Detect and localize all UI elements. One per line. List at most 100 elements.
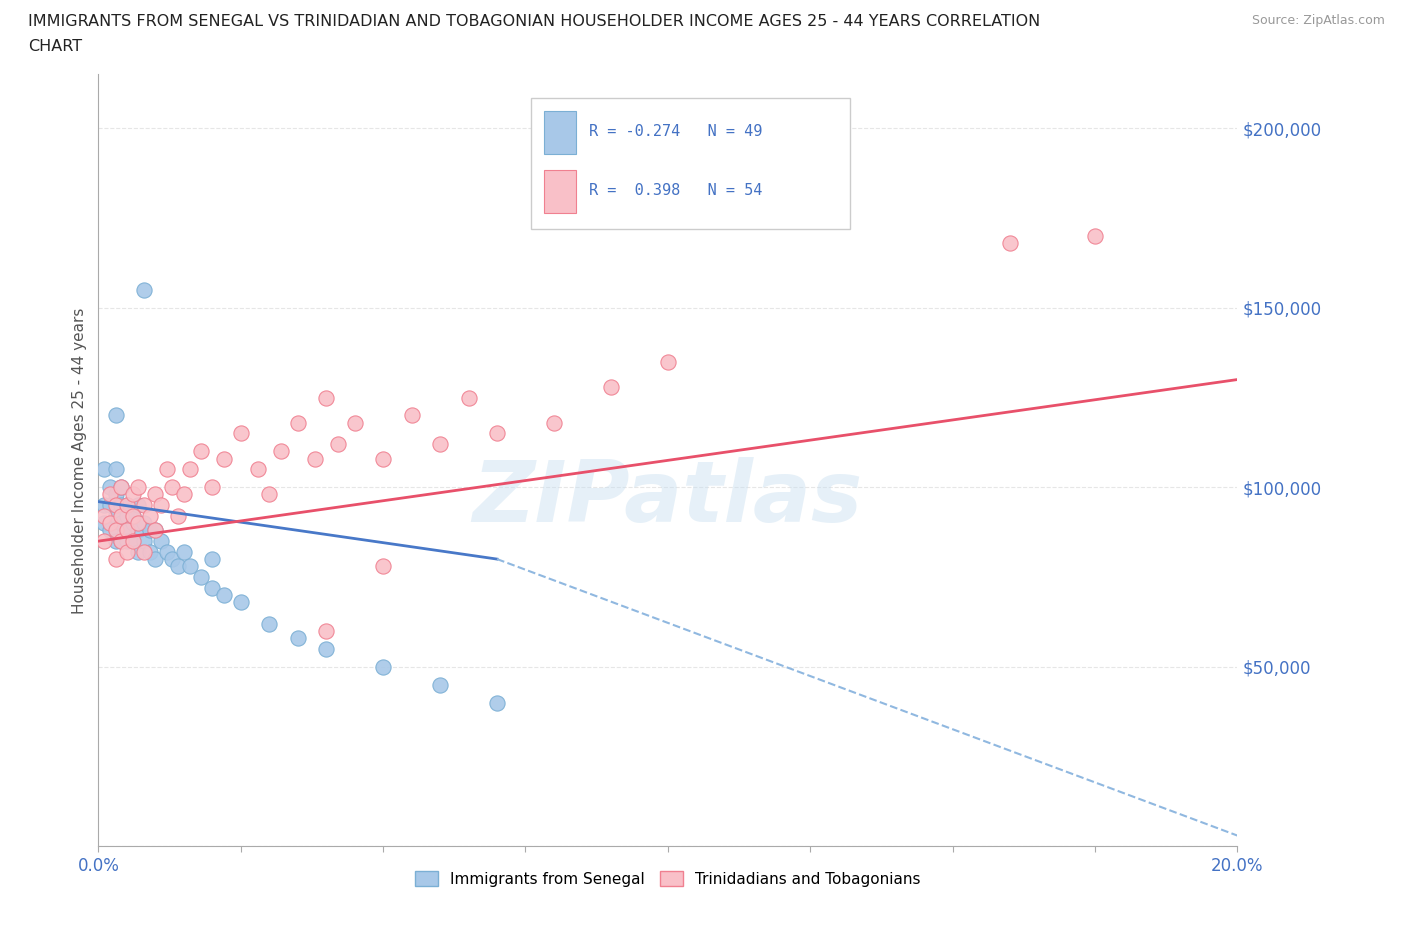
Point bbox=[127, 480, 149, 495]
Point bbox=[457, 390, 479, 405]
Point bbox=[132, 534, 155, 549]
Point bbox=[543, 415, 565, 430]
Point bbox=[132, 516, 155, 531]
Point bbox=[93, 516, 115, 531]
Point bbox=[98, 516, 121, 531]
Point bbox=[98, 498, 121, 512]
Point bbox=[115, 523, 138, 538]
Point bbox=[110, 534, 132, 549]
Point bbox=[401, 408, 423, 423]
Point bbox=[115, 523, 138, 538]
Point bbox=[115, 498, 138, 512]
Point bbox=[110, 480, 132, 495]
Point bbox=[229, 426, 252, 441]
Point bbox=[259, 487, 281, 502]
Point bbox=[373, 659, 395, 674]
Point bbox=[98, 487, 121, 502]
Point bbox=[315, 390, 337, 405]
Point bbox=[429, 677, 451, 692]
Point bbox=[104, 534, 127, 549]
Point bbox=[315, 642, 337, 657]
Point bbox=[104, 462, 127, 477]
Point bbox=[145, 487, 167, 502]
Legend: Immigrants from Senegal, Trinidadians and Tobagonians: Immigrants from Senegal, Trinidadians an… bbox=[409, 865, 927, 893]
Point bbox=[104, 551, 127, 566]
Point bbox=[110, 516, 132, 531]
Point bbox=[287, 415, 309, 430]
Y-axis label: Householder Income Ages 25 - 44 years: Householder Income Ages 25 - 44 years bbox=[72, 307, 87, 614]
Point bbox=[138, 544, 160, 559]
Point bbox=[93, 462, 115, 477]
Point bbox=[104, 408, 127, 423]
Point bbox=[315, 623, 337, 638]
Point bbox=[98, 480, 121, 495]
Point bbox=[998, 235, 1021, 250]
Point bbox=[110, 509, 132, 524]
Point bbox=[121, 516, 143, 531]
Point bbox=[179, 559, 201, 574]
Point bbox=[1084, 229, 1107, 244]
Point bbox=[104, 487, 127, 502]
Point bbox=[138, 523, 160, 538]
Point bbox=[600, 379, 623, 394]
Point bbox=[201, 551, 224, 566]
Point bbox=[162, 551, 184, 566]
Point bbox=[115, 534, 138, 549]
Point bbox=[145, 523, 167, 538]
Point bbox=[121, 509, 143, 524]
Point bbox=[150, 498, 173, 512]
Point bbox=[343, 415, 366, 430]
Point bbox=[121, 509, 143, 524]
Point bbox=[145, 551, 167, 566]
Point bbox=[486, 696, 509, 711]
Point bbox=[828, 175, 851, 190]
Text: ZIPatlas: ZIPatlas bbox=[472, 458, 863, 540]
Point bbox=[212, 588, 235, 603]
Point bbox=[190, 569, 212, 584]
Point bbox=[229, 594, 252, 609]
Point bbox=[167, 509, 190, 524]
Text: CHART: CHART bbox=[28, 39, 82, 54]
Point bbox=[150, 534, 173, 549]
Point bbox=[326, 437, 349, 452]
Point bbox=[121, 487, 143, 502]
Point bbox=[167, 559, 190, 574]
Point bbox=[110, 534, 132, 549]
Point bbox=[104, 523, 127, 538]
Point bbox=[115, 544, 138, 559]
Point bbox=[115, 498, 138, 512]
Point bbox=[429, 437, 451, 452]
Point bbox=[145, 523, 167, 538]
Point bbox=[121, 534, 143, 549]
Point bbox=[93, 534, 115, 549]
Point bbox=[127, 523, 149, 538]
Point bbox=[93, 509, 115, 524]
Point bbox=[270, 444, 292, 458]
Point bbox=[98, 523, 121, 538]
Point bbox=[173, 544, 195, 559]
Point bbox=[110, 480, 132, 495]
Point bbox=[132, 283, 155, 298]
Point bbox=[138, 509, 160, 524]
Point bbox=[127, 498, 149, 512]
Point bbox=[179, 462, 201, 477]
Point bbox=[486, 426, 509, 441]
Point bbox=[246, 462, 269, 477]
Point bbox=[259, 617, 281, 631]
Point bbox=[93, 498, 115, 512]
Point bbox=[132, 544, 155, 559]
Point bbox=[201, 480, 224, 495]
Text: IMMIGRANTS FROM SENEGAL VS TRINIDADIAN AND TOBAGONIAN HOUSEHOLDER INCOME AGES 25: IMMIGRANTS FROM SENEGAL VS TRINIDADIAN A… bbox=[28, 14, 1040, 29]
Point bbox=[287, 631, 309, 645]
Point bbox=[657, 354, 679, 369]
Point bbox=[104, 498, 127, 512]
Point bbox=[110, 498, 132, 512]
Point bbox=[127, 544, 149, 559]
Point bbox=[304, 451, 326, 466]
Point bbox=[156, 462, 179, 477]
Point bbox=[373, 451, 395, 466]
Point bbox=[156, 544, 179, 559]
Point bbox=[104, 509, 127, 524]
Text: Source: ZipAtlas.com: Source: ZipAtlas.com bbox=[1251, 14, 1385, 27]
Point bbox=[115, 509, 138, 524]
